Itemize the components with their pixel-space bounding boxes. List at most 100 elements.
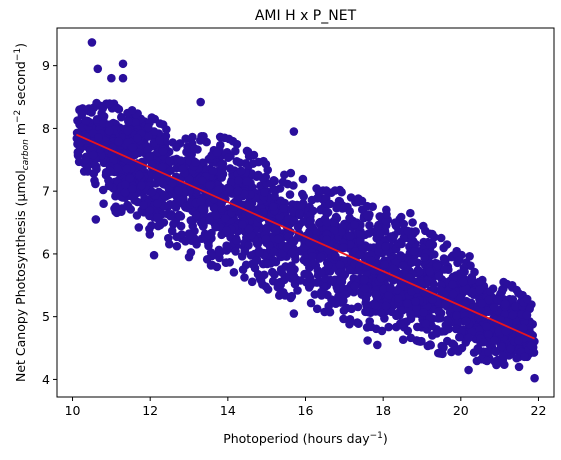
- data-point: [220, 213, 230, 223]
- data-point: [208, 166, 218, 175]
- data-point-outlier: [373, 340, 382, 350]
- x-tick-label: 12: [142, 403, 158, 418]
- data-point-outlier: [107, 73, 116, 83]
- data-point: [261, 234, 271, 244]
- data-point: [427, 229, 437, 239]
- data-point: [403, 226, 413, 236]
- data-point: [287, 248, 297, 258]
- y-tick-label: 5: [42, 309, 50, 324]
- data-point: [168, 178, 177, 188]
- data-point: [396, 251, 405, 260]
- data-point: [91, 179, 100, 189]
- data-point: [256, 276, 266, 285]
- data-point: [403, 326, 413, 336]
- data-point: [77, 110, 87, 120]
- data-point: [330, 219, 340, 228]
- data-point-outlier: [406, 208, 415, 218]
- data-point-outlier: [149, 250, 159, 260]
- x-axis-label-tail: ): [383, 431, 388, 446]
- data-point-outlier: [99, 199, 108, 209]
- data-point: [345, 231, 355, 241]
- data-point: [321, 274, 330, 283]
- data-point: [345, 265, 355, 275]
- data-point: [181, 134, 190, 143]
- data-point: [362, 201, 372, 211]
- data-point: [384, 322, 394, 332]
- data-point: [105, 126, 114, 136]
- data-point: [133, 133, 142, 143]
- data-point: [285, 190, 295, 199]
- data-point: [486, 287, 495, 296]
- data-point: [92, 115, 102, 124]
- data-point: [366, 255, 376, 265]
- y-axis-label-sup1: −2: [13, 110, 23, 123]
- data-point: [434, 271, 444, 281]
- data-point: [236, 166, 246, 176]
- data-point: [325, 307, 335, 317]
- data-point: [247, 277, 257, 287]
- data-point: [279, 288, 288, 297]
- data-point: [336, 276, 345, 286]
- data-point: [439, 254, 449, 263]
- data-point: [407, 258, 417, 267]
- data-point: [293, 223, 303, 232]
- data-point: [440, 265, 450, 274]
- data-point: [339, 243, 348, 252]
- data-point: [172, 241, 182, 251]
- data-point: [511, 302, 520, 311]
- data-point: [185, 230, 194, 240]
- data-point: [269, 247, 279, 257]
- data-point: [191, 210, 201, 220]
- chart-title: AMI H x P_NET: [255, 8, 357, 24]
- data-point: [514, 336, 523, 345]
- data-point-outlier: [184, 252, 194, 262]
- y-tick-label: 7: [42, 184, 50, 199]
- data-point: [381, 242, 390, 251]
- data-point: [153, 199, 162, 208]
- data-point: [522, 294, 532, 304]
- data-point: [128, 143, 138, 152]
- data-point: [81, 155, 90, 165]
- data-point: [240, 247, 249, 256]
- data-point: [276, 280, 286, 290]
- data-point: [413, 322, 422, 332]
- y-tick-label: 4: [42, 372, 50, 387]
- data-point: [384, 290, 394, 300]
- data-point: [501, 327, 511, 336]
- data-point: [316, 252, 326, 262]
- data-point: [442, 324, 452, 334]
- data-point: [339, 306, 349, 315]
- data-point: [155, 220, 165, 230]
- data-point: [494, 326, 504, 336]
- data-point: [246, 251, 256, 260]
- data-point-outlier: [289, 309, 299, 318]
- data-point: [437, 341, 447, 351]
- y-axis-ticks: 4 5 6 7 8 9: [42, 58, 57, 387]
- data-point: [455, 255, 464, 265]
- data-point: [467, 276, 477, 285]
- data-point-outlier: [196, 97, 205, 107]
- data-point: [432, 329, 442, 338]
- data-point: [291, 254, 300, 264]
- data-point: [145, 152, 154, 161]
- data-point: [442, 240, 452, 249]
- data-point: [212, 148, 222, 157]
- data-point: [460, 267, 469, 277]
- data-point: [426, 340, 436, 350]
- data-point: [393, 285, 402, 295]
- data-point: [376, 229, 385, 238]
- data-point: [493, 295, 503, 305]
- data-point: [172, 232, 181, 242]
- data-point: [127, 106, 137, 115]
- data-point: [196, 197, 206, 206]
- data-point: [473, 346, 482, 355]
- data-point: [166, 166, 176, 175]
- x-axis-label: Photoperiod (hours day−1): [223, 431, 388, 446]
- data-point: [159, 201, 169, 211]
- data-point: [508, 295, 518, 304]
- data-point: [417, 336, 426, 346]
- data-point: [391, 221, 401, 230]
- data-point: [176, 221, 186, 231]
- data-point: [191, 158, 200, 167]
- data-point: [271, 226, 281, 235]
